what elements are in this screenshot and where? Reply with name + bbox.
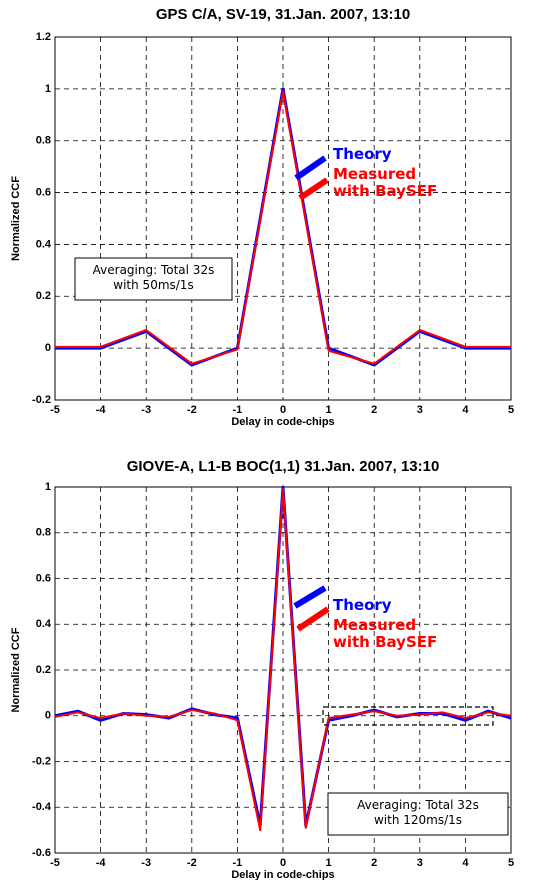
x-tick-label: 5 <box>508 404 514 416</box>
y-tick-label: 0 <box>45 342 51 354</box>
y-tick-label: 0.8 <box>36 135 51 147</box>
x-tick-label: -5 <box>50 857 60 869</box>
annotation-line: with 120ms/1s <box>373 813 463 827</box>
series-line <box>54 488 512 832</box>
legend-swatch <box>294 155 327 181</box>
legend-entry: Measured with BaySEF <box>333 617 438 651</box>
x-tick-label: -1 <box>233 857 243 869</box>
y-tick-label: -0.2 <box>32 755 51 767</box>
x-tick-label: 1 <box>326 857 332 869</box>
legend-label: Measured with BaySEF <box>333 617 438 651</box>
x-tick-label: -1 <box>233 404 243 416</box>
annotation-line: Averaging: Total 32s <box>92 263 215 277</box>
x-tick-label: 3 <box>417 857 423 869</box>
x-tick-label: -3 <box>141 404 151 416</box>
y-tick-label: -0.4 <box>32 801 52 813</box>
y-tick-label: 1 <box>45 83 51 95</box>
x-tick-label: 1 <box>326 404 332 416</box>
x-tick-label: -2 <box>187 404 197 416</box>
y-tick-label: 0.6 <box>36 186 51 198</box>
series-line <box>55 87 511 367</box>
y-tick-label: -0.2 <box>32 394 51 406</box>
x-tick-label: -2 <box>187 857 197 869</box>
legend-label: Theory <box>333 597 392 614</box>
highlight-box <box>322 706 494 726</box>
y-axis-label: Normalized CCF <box>10 176 22 261</box>
y-tick-label: -0.6 <box>32 847 51 859</box>
x-tick-label: 2 <box>371 857 377 869</box>
x-tick-label: 2 <box>371 404 377 416</box>
x-tick-label: -3 <box>141 857 151 869</box>
x-tick-label: 4 <box>462 404 469 416</box>
legend-swatch <box>293 585 327 609</box>
plot-frame <box>54 36 512 401</box>
legend-entry: Measured with BaySEF <box>333 166 438 200</box>
legend-label: Theory <box>333 146 392 163</box>
legend-entry: Theory <box>333 146 392 163</box>
x-tick-label: 3 <box>417 404 423 416</box>
annotation-box <box>327 792 509 836</box>
legend-swatch <box>298 177 329 201</box>
y-tick-label: 1.2 <box>36 31 51 43</box>
annotation-line: with 50ms/1s <box>113 278 194 292</box>
x-axis-label: Delay in code-chips <box>231 869 334 880</box>
y-tick-label: 0.8 <box>36 527 51 539</box>
x-tick-label: -5 <box>50 404 60 416</box>
x-tick-label: 5 <box>508 857 514 869</box>
chart-title: GIOVE-A, L1-B BOC(1,1) 31.Jan. 2007, 13:… <box>127 458 440 475</box>
y-tick-label: 1 <box>45 481 51 493</box>
x-tick-label: -4 <box>96 857 107 869</box>
legend-entry: Theory <box>333 597 392 614</box>
series-line <box>55 90 511 365</box>
x-tick-label: 0 <box>280 404 286 416</box>
x-axis-label: Delay in code-chips <box>231 416 334 428</box>
annotation-box <box>74 257 233 301</box>
y-tick-label: 0.4 <box>36 238 52 250</box>
y-tick-label: 0.2 <box>36 290 51 302</box>
x-tick-label: 0 <box>280 857 286 869</box>
y-tick-label: 0.4 <box>36 618 52 630</box>
legend-label: Measured with BaySEF <box>333 166 438 200</box>
x-tick-label: -4 <box>96 404 107 416</box>
y-tick-label: 0.6 <box>36 572 51 584</box>
annotation-line: Averaging: Total 32s <box>357 798 479 812</box>
y-tick-label: 0.2 <box>36 664 51 676</box>
legend-swatch <box>296 606 330 632</box>
x-tick-label: 4 <box>462 857 469 869</box>
y-tick-label: 0 <box>45 710 51 722</box>
chart-title: GPS C/A, SV-19, 31.Jan. 2007, 13:10 <box>156 6 410 23</box>
y-axis-label: Normalized CCF <box>10 627 22 712</box>
